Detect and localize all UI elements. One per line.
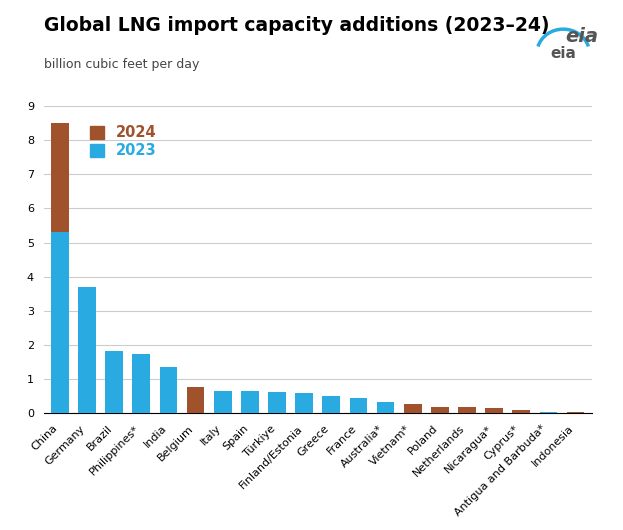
Bar <box>51 232 69 413</box>
Bar <box>214 391 232 413</box>
Bar <box>377 402 394 413</box>
Text: eia: eia <box>550 46 576 61</box>
Legend: 2024, 2023: 2024, 2023 <box>84 119 163 164</box>
Bar <box>159 367 178 413</box>
Bar <box>323 396 340 413</box>
Bar <box>187 387 204 413</box>
Bar <box>51 123 69 232</box>
Bar <box>133 355 150 413</box>
Bar <box>567 412 584 413</box>
Bar <box>241 391 259 413</box>
Text: billion cubic feet per day: billion cubic feet per day <box>44 58 199 72</box>
Bar <box>404 404 422 413</box>
Bar <box>513 410 530 413</box>
Bar <box>540 412 557 413</box>
Bar <box>485 408 503 413</box>
Bar <box>458 407 476 413</box>
Text: Global LNG import capacity additions (2023–24): Global LNG import capacity additions (20… <box>44 16 549 35</box>
Bar <box>105 351 123 413</box>
Text: eia: eia <box>565 26 598 46</box>
Bar <box>431 407 449 413</box>
Bar <box>78 287 96 413</box>
Bar <box>295 393 313 413</box>
Bar <box>268 392 286 413</box>
Bar <box>350 398 368 413</box>
